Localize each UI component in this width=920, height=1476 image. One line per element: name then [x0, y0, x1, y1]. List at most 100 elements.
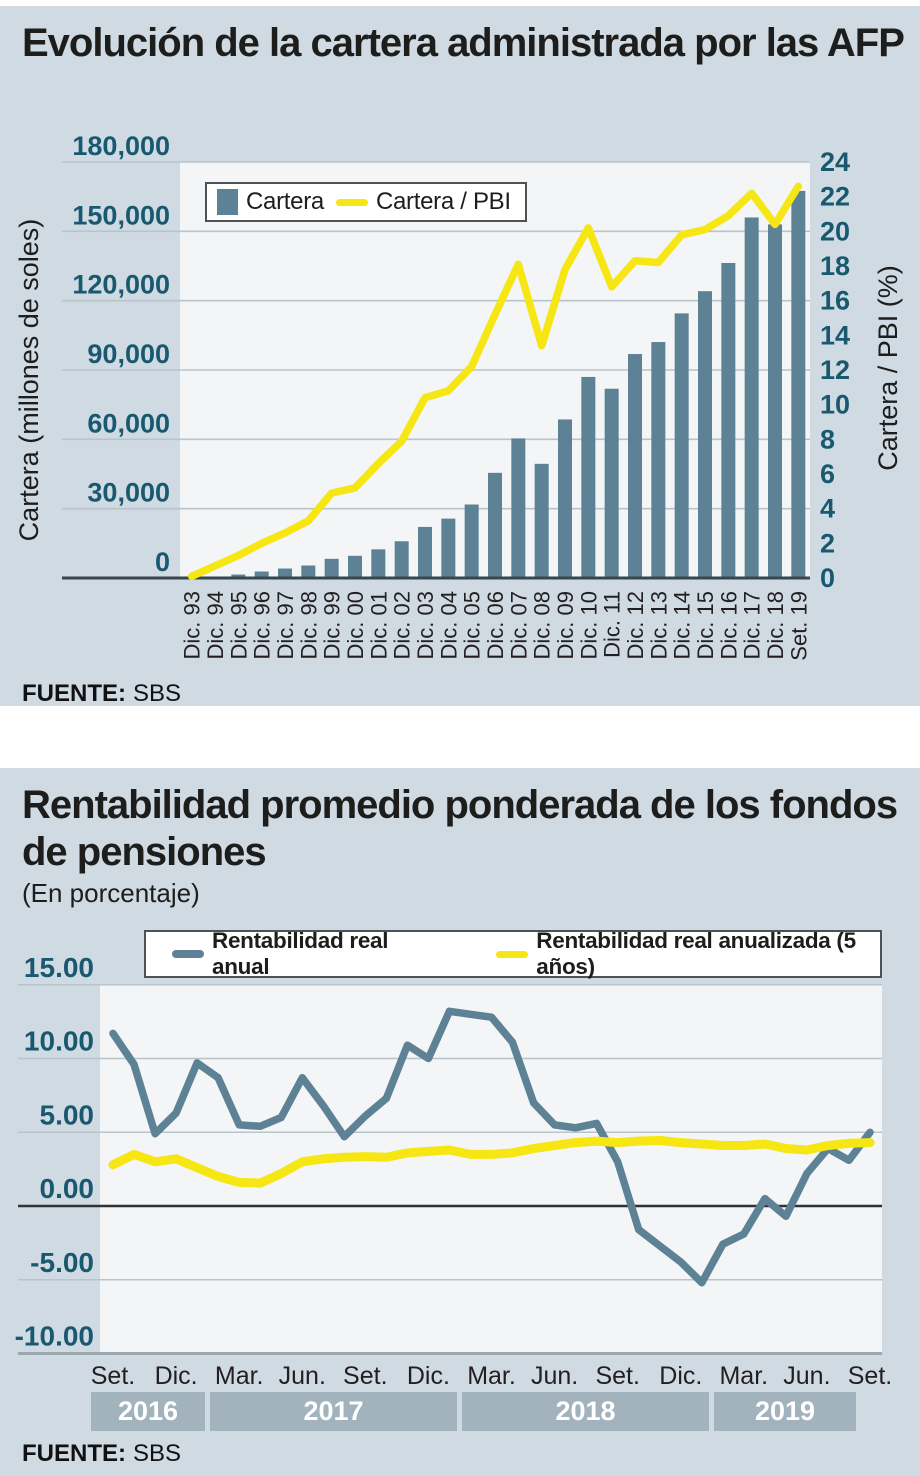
year-band-label: 2017 [303, 1396, 363, 1426]
y-right-tick-label: 0 [820, 563, 835, 593]
y-tick-label: -10.00 [15, 1321, 94, 1352]
x-tick-label: Dic. 03 [413, 591, 438, 659]
x-tick-label: Dic. [659, 1362, 702, 1390]
bar [651, 342, 666, 578]
x-tick-label: Dic. 08 [530, 591, 555, 659]
x-tick-label: Dic. [407, 1362, 450, 1390]
y-right-tick-label: 18 [820, 251, 850, 281]
x-tick-label: Dic. 94 [203, 591, 228, 659]
y-right-tick-label: 24 [820, 147, 850, 177]
x-tick-label: Dic. 98 [296, 591, 321, 659]
y-left-tick-label: 30,000 [87, 478, 170, 508]
x-tick-label: Dic. 95 [226, 591, 251, 659]
rentabilidad-anualizada-line [108, 1135, 875, 1188]
bar [698, 291, 712, 578]
bar [581, 376, 596, 578]
cartera-bar-swatch-icon [217, 189, 238, 215]
bar [254, 571, 269, 578]
x-tick-label: Dic. [155, 1362, 198, 1390]
y-tick-label: 10.00 [24, 1026, 94, 1057]
x-tick-label: Dic. 96 [250, 591, 275, 659]
rentabilidad-anual-line [109, 1007, 874, 1287]
x-tick-label: Dic. 01 [366, 591, 391, 659]
bar [768, 224, 782, 578]
source-note: FUENTE: SBS [22, 680, 181, 708]
bar [674, 313, 689, 578]
bar [604, 388, 619, 578]
y-right-tick-label: 16 [820, 286, 850, 316]
x-tick-label: Dic. 15 [693, 591, 718, 659]
x-tick-label: Dic. 99 [320, 591, 345, 659]
page-title-2: Rentabilidad promedio ponderada de los f… [22, 783, 898, 874]
x-tick-label: Set. [595, 1362, 639, 1390]
pbi-line [187, 182, 803, 581]
bar [231, 574, 246, 578]
x-tick-label: Dic. 09 [553, 591, 578, 659]
x-tick-label: Dic. 16 [716, 591, 741, 659]
bar [534, 463, 549, 578]
x-tick-label: Dic. 11 [600, 591, 625, 658]
x-tick-label: Dic. 12 [623, 591, 648, 659]
y-left-axis-title: Cartera (millones de soles) [14, 219, 44, 542]
bar [441, 518, 456, 578]
pbi-line-swatch-icon [335, 198, 368, 206]
y-tick-label: 5.00 [40, 1099, 95, 1130]
rentabilidad-chart: 15.00 10.00 5.00 0.00 -5.00 -10.00 Set. Dic. Mar… [15, 952, 892, 1431]
year-band-label: 2019 [755, 1396, 815, 1426]
source-label-2: FUENTE: [22, 1440, 126, 1467]
bar [628, 354, 642, 578]
bar [394, 541, 409, 578]
source-label: FUENTE: [22, 680, 126, 707]
y-left-tick-label: 150,000 [72, 200, 170, 230]
x-tick-label: Dic. 18 [763, 591, 788, 659]
year-band [462, 1392, 709, 1431]
bar [721, 262, 736, 578]
real-anual-line-swatch-icon [172, 950, 204, 958]
plot-background [100, 984, 882, 1354]
source-value-2: SBS [133, 1440, 182, 1467]
source-value: SBS [133, 680, 182, 707]
legend-label-cartera: Cartera [246, 188, 324, 215]
y-right-tick-label: 20 [820, 216, 850, 246]
bar [558, 419, 572, 578]
y-right-tick-label: 22 [820, 182, 850, 212]
y-right-tick-label: 6 [820, 459, 835, 489]
x-tick-label: Jun. [279, 1362, 326, 1390]
source-note-2: FUENTE: SBS [22, 1440, 181, 1468]
x-tick-label: Dic. 00 [343, 591, 368, 659]
y-tick-label: 0.00 [40, 1173, 95, 1204]
bar [488, 472, 502, 578]
bar [301, 565, 316, 578]
x-tick-label: Dic. 05 [460, 591, 485, 659]
x-tick-label: Set. 19 [786, 591, 811, 661]
x-tick-label: Mar. [215, 1362, 264, 1390]
x-tick-label: Jun. [531, 1362, 578, 1390]
bar [418, 526, 432, 578]
y-tick-label: -5.00 [30, 1247, 94, 1278]
x-tick-label: Dic. 10 [576, 591, 601, 659]
x-tick-label: Set. [91, 1362, 135, 1390]
year-band [210, 1392, 457, 1431]
x-tick-label: Set. [343, 1362, 387, 1390]
y-right-axis-title: Cartera / PBI (%) [873, 265, 903, 471]
year-band [714, 1392, 856, 1431]
y-left-tick-label: 120,000 [72, 270, 170, 300]
x-tick-label: Dic. 13 [646, 591, 671, 659]
x-tick-label: Dic. 97 [273, 591, 298, 659]
bar [744, 217, 759, 578]
chart-subtitle: (En porcentaje) [22, 878, 200, 908]
x-tick-label: Dic. 02 [390, 591, 415, 659]
legend-label-real-anual: Rentabilidad real anual [212, 928, 389, 979]
x-tick-label: Jun. [783, 1362, 830, 1390]
x-tick-label: Dic. 07 [506, 591, 531, 659]
bar [371, 549, 386, 578]
bar [791, 190, 806, 578]
legend-rentabilidad: Rentabilidad real anual Rentabilidad rea… [144, 928, 882, 979]
bar [278, 568, 292, 578]
x-tick-label: Mar. [719, 1362, 768, 1390]
bar [348, 555, 362, 578]
x-tick-label: Dic. 06 [483, 591, 508, 659]
x-tick-label: Dic. 04 [436, 591, 461, 659]
y-left-tick-label: 0 [155, 547, 170, 577]
